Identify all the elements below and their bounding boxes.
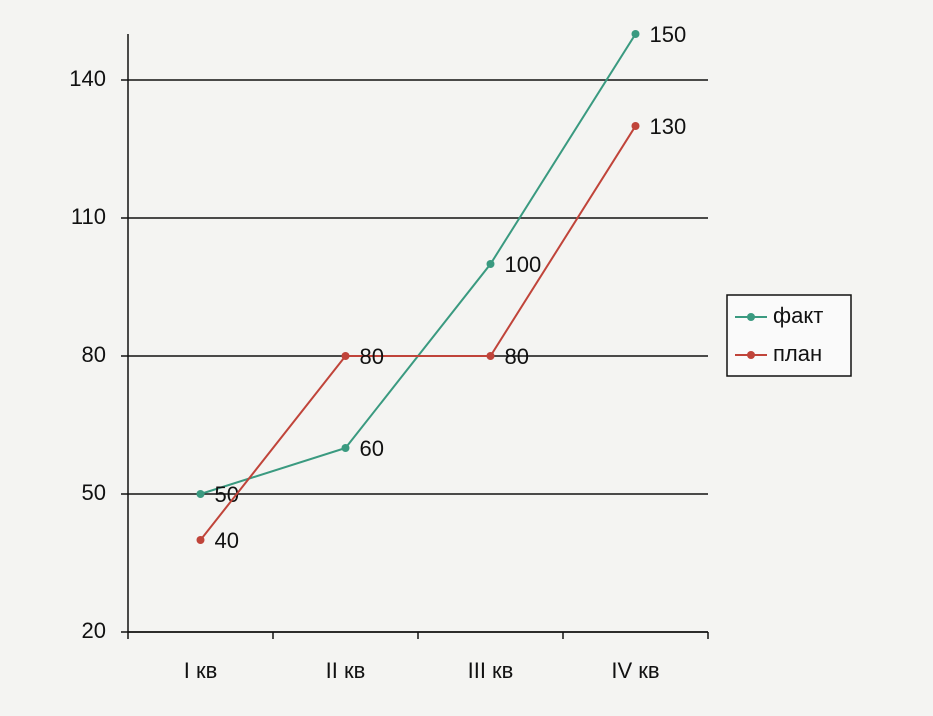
data-point <box>631 30 640 38</box>
legend-marker <box>747 313 755 321</box>
x-tick-label: III кв <box>468 658 514 683</box>
data-point <box>341 444 350 452</box>
data-label: 130 <box>650 114 687 139</box>
y-tick-label: 80 <box>82 342 106 367</box>
legend-label: факт <box>773 303 823 328</box>
y-tick-label: 110 <box>71 204 106 229</box>
data-point <box>486 352 495 360</box>
y-tick-label: 50 <box>82 480 106 505</box>
data-label: 50 <box>215 482 239 507</box>
data-point <box>196 536 205 544</box>
data-label: 80 <box>505 344 529 369</box>
data-label: 80 <box>360 344 384 369</box>
x-tick-label: IV кв <box>611 658 659 683</box>
series-line <box>199 125 637 541</box>
data-point <box>631 122 640 130</box>
x-tick-label: I кв <box>184 658 218 683</box>
data-point <box>486 260 495 268</box>
data-label: 60 <box>360 436 384 461</box>
data-label: 100 <box>505 252 542 277</box>
y-tick-label: 140 <box>69 66 106 91</box>
data-label: 150 <box>650 22 687 47</box>
y-tick-label: 20 <box>82 618 106 643</box>
legend-box <box>726 294 852 377</box>
data-label: 40 <box>215 528 239 553</box>
legend-marker <box>747 351 755 359</box>
data-point <box>341 352 350 360</box>
x-tick-label: II кв <box>326 658 366 683</box>
data-point <box>196 490 205 498</box>
legend-label: план <box>773 341 822 366</box>
